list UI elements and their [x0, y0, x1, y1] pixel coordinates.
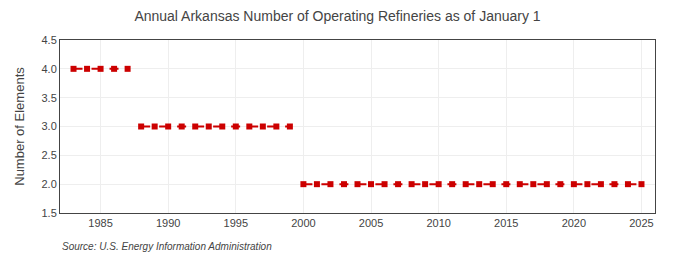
svg-text:Annual Arkansas Number of Oper: Annual Arkansas Number of Operating Refi… [134, 8, 540, 24]
svg-text:1990: 1990 [156, 217, 180, 229]
svg-text:1.5: 1.5 [42, 207, 57, 219]
svg-text:2025: 2025 [629, 217, 653, 229]
svg-text:3.0: 3.0 [42, 120, 57, 132]
svg-text:2015: 2015 [494, 217, 518, 229]
svg-text:1985: 1985 [88, 217, 112, 229]
svg-text:4.5: 4.5 [42, 34, 57, 46]
svg-text:2005: 2005 [359, 217, 383, 229]
svg-text:3.5: 3.5 [42, 92, 57, 104]
svg-text:4.0: 4.0 [42, 63, 57, 75]
svg-text:2.5: 2.5 [42, 149, 57, 161]
svg-text:Source: U.S. Energy Informatio: Source: U.S. Energy Information Administ… [62, 241, 272, 252]
svg-text:1995: 1995 [224, 217, 248, 229]
svg-text:Number of Elements: Number of Elements [12, 67, 27, 186]
svg-text:2010: 2010 [426, 217, 450, 229]
svg-text:2020: 2020 [562, 217, 586, 229]
svg-text:2000: 2000 [291, 217, 315, 229]
svg-text:2.0: 2.0 [42, 178, 57, 190]
